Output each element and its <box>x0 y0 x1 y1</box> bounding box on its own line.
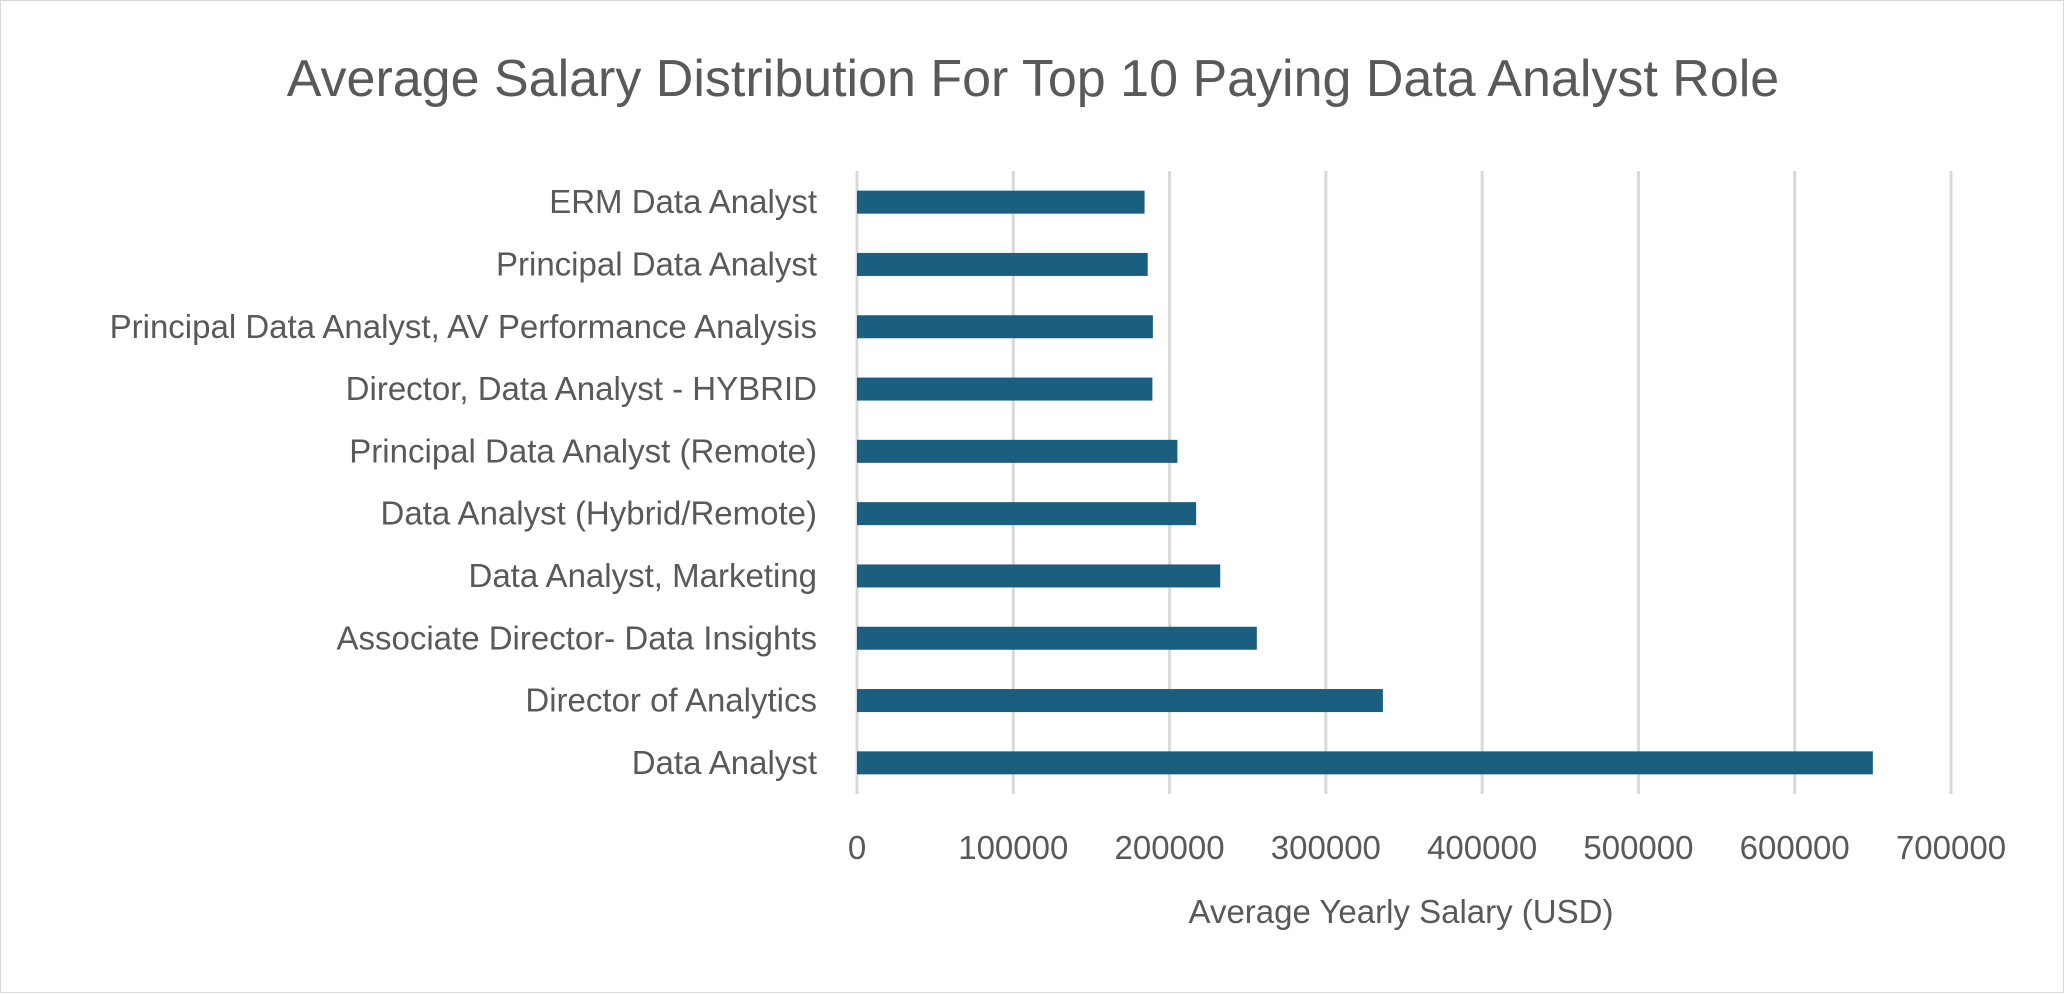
category-label: Data Analyst, Marketing <box>469 557 818 594</box>
x-tick-label: 100000 <box>958 829 1068 866</box>
x-tick-label: 500000 <box>1583 829 1693 866</box>
category-labels: ERM Data Analyst Principal Data Analyst Pr… <box>110 183 817 781</box>
category-label: Principal Data Analyst, AV Performance A… <box>110 308 817 345</box>
x-tick-label: 700000 <box>1896 829 2006 866</box>
category-label: Director of Analytics <box>525 682 817 719</box>
x-tick-label: 400000 <box>1427 829 1537 866</box>
x-axis-title: Average Yearly Salary (USD) <box>1189 893 1614 930</box>
x-tick-label: 0 <box>848 829 866 866</box>
bar <box>857 439 1178 463</box>
category-label: ERM Data Analyst <box>549 183 817 220</box>
bar <box>857 751 1873 775</box>
bar <box>857 377 1153 401</box>
category-label: Associate Director- Data Insights <box>336 619 817 656</box>
x-tick-label: 600000 <box>1740 829 1850 866</box>
category-label: Principal Data Analyst (Remote) <box>349 432 817 469</box>
x-tick-label: 200000 <box>1115 829 1225 866</box>
category-label: Principal Data Analyst <box>496 245 817 282</box>
category-label: Data Analyst (Hybrid/Remote) <box>381 495 818 532</box>
x-tick-labels: 0 100000 200000 300000 400000 500000 600000 700… <box>848 829 2006 866</box>
bar <box>857 626 1257 650</box>
bar <box>857 315 1153 339</box>
bar <box>857 502 1197 526</box>
bars <box>857 190 1873 775</box>
bar <box>857 564 1221 588</box>
chart-title: Average Salary Distribution For Top 10 P… <box>287 50 1779 108</box>
category-label: Data Analyst <box>632 744 817 781</box>
category-label: Director, Data Analyst - HYBRID <box>346 370 817 407</box>
bar <box>857 689 1383 713</box>
bar <box>857 252 1148 276</box>
x-tick-label: 300000 <box>1271 829 1381 866</box>
bar <box>857 190 1145 214</box>
